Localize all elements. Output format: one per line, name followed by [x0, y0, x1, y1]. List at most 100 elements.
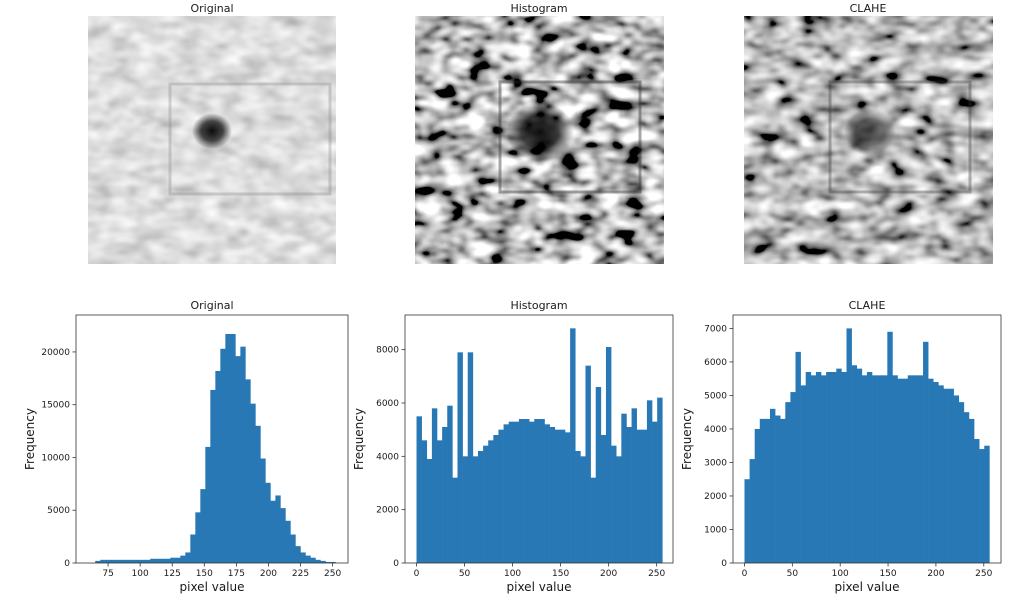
y-tick-label: 4000: [376, 452, 399, 462]
x-axis-label: pixel value: [835, 580, 900, 594]
bar: [135, 559, 141, 563]
bar: [805, 371, 812, 563]
y-tick-label: 5000: [704, 391, 727, 401]
bar: [160, 558, 166, 563]
y-axis-label: Frequency: [680, 408, 694, 470]
bar: [120, 559, 126, 563]
x-tick-label: 225: [292, 569, 309, 579]
bar: [759, 418, 766, 563]
bar: [150, 558, 156, 563]
bar: [575, 451, 581, 563]
chart-clahe: 0 50 100 150 200 250 0 1000 2000 3000 4000 5000 6000…: [680, 299, 1002, 594]
bar: [100, 559, 106, 563]
bar: [744, 479, 750, 563]
x-tick-label: 100: [132, 569, 149, 579]
y-tick-label: 10000: [41, 453, 70, 463]
bar: [861, 375, 868, 563]
bar: [472, 456, 479, 563]
bar: [305, 555, 311, 563]
bar: [968, 418, 975, 563]
bar: [979, 449, 985, 563]
bar: [285, 520, 291, 563]
bar: [595, 387, 602, 563]
bar: [225, 333, 231, 563]
x-tick-label: 200: [600, 569, 617, 579]
bar: [754, 428, 761, 563]
bar: [421, 440, 428, 563]
bar: [315, 559, 321, 563]
bar: [826, 371, 832, 563]
bar: [600, 435, 607, 563]
x-tick-label: 50: [787, 569, 799, 579]
chart-title: CLAHE: [849, 299, 886, 312]
y-tick-label: 6000: [704, 358, 727, 368]
bar: [215, 370, 221, 563]
bar: [856, 368, 863, 563]
bar: [585, 365, 591, 563]
y-tick-label: 1000: [704, 525, 727, 535]
y-tick-label: 5000: [47, 506, 70, 516]
bar: [95, 560, 101, 563]
bar: [447, 405, 453, 563]
bar: [437, 440, 443, 563]
x-tick-label: 150: [196, 569, 213, 579]
bar: [764, 418, 771, 563]
x-tick-label: 100: [504, 569, 521, 579]
x-axis-label: pixel value: [507, 580, 572, 594]
bar: [290, 534, 296, 563]
x-tick-label: 0: [414, 569, 420, 579]
bar: [605, 347, 612, 563]
bar: [105, 559, 111, 563]
bar: [749, 459, 755, 563]
bar: [467, 352, 474, 563]
dark-spot: [192, 113, 232, 149]
bar: [549, 427, 556, 563]
bar: [821, 375, 827, 563]
bar: [295, 546, 301, 563]
bar: [836, 368, 842, 563]
bar: [230, 333, 236, 563]
y-tick-label: 0: [721, 559, 727, 569]
plot-frame: [75, 314, 349, 564]
bar: [513, 421, 520, 563]
bar: [943, 388, 949, 563]
bar: [923, 341, 929, 563]
bar: [984, 445, 990, 563]
bar: [488, 440, 494, 563]
x-tick-label: 100: [832, 569, 849, 579]
bar: [641, 429, 648, 563]
bar: [590, 477, 597, 563]
image-panel-original: Original: [88, 2, 336, 264]
bar: [626, 427, 632, 563]
bar: [565, 432, 571, 563]
bar: [652, 421, 658, 563]
x-tick-label: 75: [102, 569, 113, 579]
bar: [882, 375, 888, 563]
plot-frame: [732, 314, 1002, 564]
x-tick-label: 0: [742, 569, 748, 579]
image-title-histogram: Histogram: [510, 2, 567, 15]
bar: [800, 385, 807, 563]
bar: [155, 558, 161, 563]
chart-original: 75 100 125 150 175 200 225 250 0 5000 10000 15000 20…: [23, 299, 349, 594]
bar: [180, 555, 186, 563]
bar: [265, 482, 271, 563]
bar: [330, 561, 336, 563]
bar: [210, 389, 216, 563]
bar: [851, 365, 858, 563]
bar: [646, 400, 653, 563]
bar: [928, 378, 934, 563]
bar: [325, 561, 331, 563]
bar: [877, 375, 883, 563]
x-tick-label: 250: [324, 569, 341, 579]
bar: [953, 395, 960, 563]
bar: [539, 419, 545, 563]
bar: [963, 412, 970, 563]
bar: [544, 424, 550, 563]
bar: [320, 560, 326, 563]
dark-spot: [844, 108, 896, 156]
bar: [780, 418, 786, 563]
bar: [130, 559, 136, 563]
x-axis-label: pixel value: [180, 580, 245, 594]
